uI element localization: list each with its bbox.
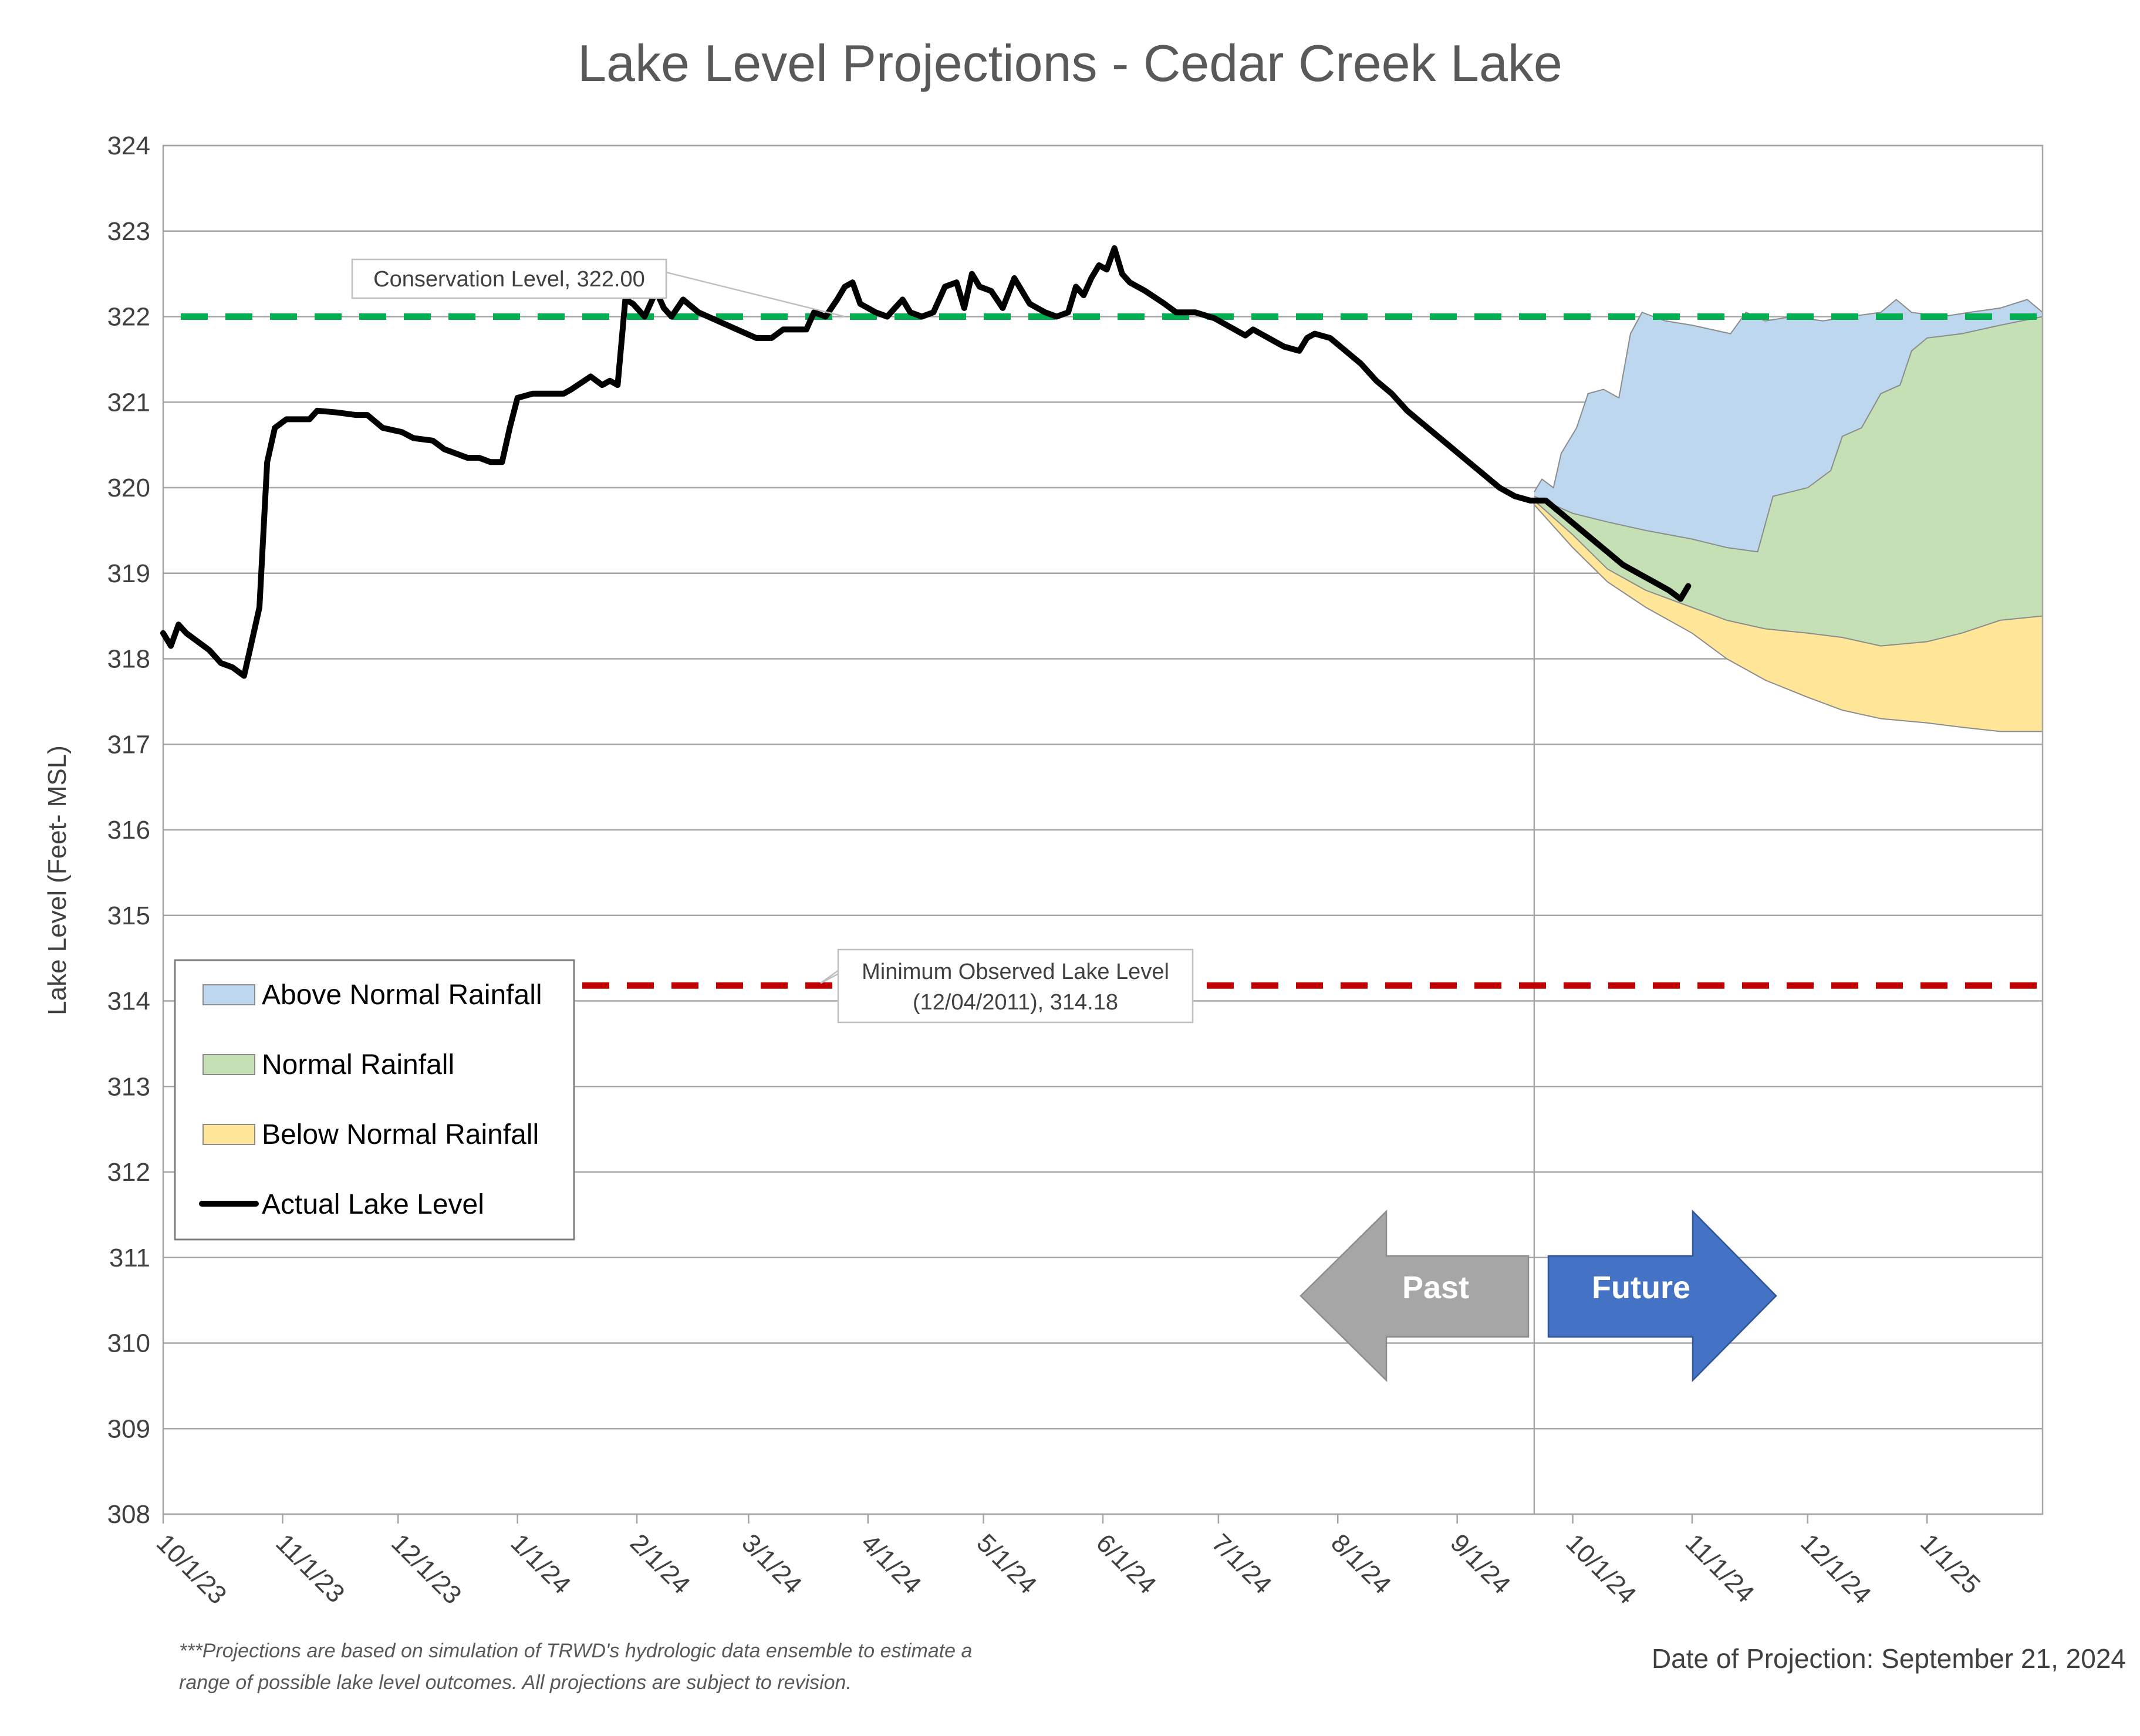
y-tick-label: 314 bbox=[107, 987, 150, 1016]
legend-swatch bbox=[202, 984, 255, 1005]
future-arrow-label: Future bbox=[1592, 1270, 1690, 1305]
x-tick-label: 8/1/24 bbox=[1325, 1528, 1396, 1599]
footnote-line-2: range of possible lake level outcomes. A… bbox=[179, 1671, 852, 1694]
legend: Above Normal Rainfall Normal Rainfall Belo… bbox=[174, 959, 575, 1241]
legend-label: Above Normal Rainfall bbox=[262, 980, 542, 1011]
past-arrow-label: Past bbox=[1402, 1270, 1469, 1305]
y-tick-label: 319 bbox=[107, 559, 150, 588]
footnote-line-1: ***Projections are based on simulation o… bbox=[179, 1640, 972, 1662]
conservation-callout-label: Conservation Level, 322.00 bbox=[373, 267, 645, 292]
y-tick-label: 317 bbox=[107, 730, 150, 759]
x-tick-label: 1/1/24 bbox=[505, 1528, 576, 1599]
y-tick-label: 324 bbox=[107, 131, 150, 160]
legend-label: Actual Lake Level bbox=[262, 1189, 484, 1220]
actual-lake-level-line bbox=[160, 245, 1692, 679]
legend-label: Normal Rainfall bbox=[262, 1049, 454, 1080]
chart-title: Lake Level Projections - Cedar Creek Lak… bbox=[578, 34, 1562, 92]
y-tick-label: 320 bbox=[107, 474, 150, 502]
y-tick-label: 316 bbox=[107, 816, 150, 845]
legend-entry-normal: Normal Rainfall bbox=[202, 1049, 454, 1080]
minimum-callout-box bbox=[837, 948, 1194, 1024]
above-normal-band-edge bbox=[1534, 316, 2043, 553]
y-tick-label: 308 bbox=[107, 1500, 150, 1529]
below-normal-band-edge bbox=[1534, 504, 2043, 732]
minimum-callout-label-line2: (12/04/2011), 314.18 bbox=[913, 990, 1118, 1015]
past-arrow bbox=[1299, 1210, 1530, 1382]
x-tick-label: 12/1/23 bbox=[386, 1528, 467, 1609]
legend-label: Below Normal Rainfall bbox=[262, 1119, 539, 1150]
x-tick-label: 5/1/24 bbox=[971, 1528, 1042, 1599]
legend-entry-below-normal: Below Normal Rainfall bbox=[202, 1119, 539, 1150]
plot-border bbox=[162, 144, 2044, 1515]
x-tick-label: 3/1/24 bbox=[736, 1528, 807, 1599]
below-normal-band bbox=[1534, 500, 2043, 732]
y-tick-label: 309 bbox=[107, 1414, 150, 1443]
x-tick-label: 12/1/24 bbox=[1795, 1528, 1876, 1609]
future-arrow bbox=[1547, 1209, 1777, 1383]
above-normal-band bbox=[1534, 299, 2043, 552]
minimum-callout-label-line1: Minimum Observed Lake Level bbox=[862, 960, 1169, 984]
projection-date: Date of Projection: September 21, 2024 bbox=[1652, 1643, 2126, 1674]
y-tick-label: 311 bbox=[109, 1244, 150, 1272]
x-tick-label: 6/1/24 bbox=[1091, 1528, 1162, 1599]
x-tick-label: 7/1/24 bbox=[1206, 1528, 1277, 1599]
legend-entry-actual: Actual Lake Level bbox=[199, 1189, 484, 1220]
normal-band bbox=[1534, 316, 2043, 646]
legend-swatch bbox=[202, 1054, 255, 1075]
plot-area: 308 309 310 311 312 313 314 315 316 317 318 319 320 3… bbox=[107, 131, 2044, 1610]
conservation-callout-box bbox=[351, 258, 667, 299]
y-axis-label: Lake Level (Feet- MSL) bbox=[43, 745, 72, 1015]
y-tick-label: 315 bbox=[107, 901, 150, 930]
x-tick-label: 1/1/25 bbox=[1915, 1528, 1986, 1599]
legend-box bbox=[174, 959, 575, 1241]
y-tick-label: 310 bbox=[107, 1329, 150, 1358]
legend-entry-above-normal: Above Normal Rainfall bbox=[202, 980, 542, 1011]
annotations: Conservation Level, 322.00 Minimum Observ… bbox=[179, 258, 2126, 1694]
y-tick-label: 322 bbox=[107, 303, 150, 332]
y-tick-label: 321 bbox=[107, 388, 150, 417]
x-tick-label: 11/1/23 bbox=[270, 1528, 350, 1608]
x-tick-label: 2/1/24 bbox=[625, 1528, 696, 1599]
x-tick-label: 9/1/24 bbox=[1445, 1528, 1516, 1599]
legend-swatch bbox=[202, 1124, 255, 1145]
normal-band-edge bbox=[1534, 500, 2043, 647]
x-tick-label: 4/1/24 bbox=[856, 1528, 927, 1599]
y-tick-label: 323 bbox=[107, 217, 150, 246]
y-tick-label: 312 bbox=[107, 1158, 150, 1187]
y-tick-label: 313 bbox=[107, 1072, 150, 1101]
y-tick-label: 318 bbox=[107, 645, 150, 674]
x-tick-label: 10/1/23 bbox=[151, 1528, 232, 1609]
x-tick-label: 11/1/24 bbox=[1680, 1528, 1760, 1608]
x-tick-label: 10/1/24 bbox=[1560, 1528, 1641, 1609]
